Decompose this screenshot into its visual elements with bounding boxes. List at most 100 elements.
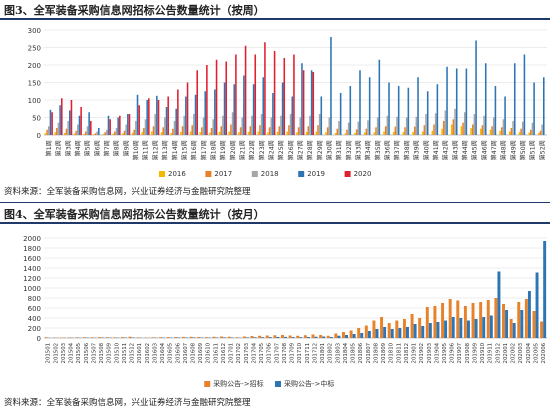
bar-2019: [127, 114, 129, 135]
bar-2017: [481, 125, 484, 135]
x-tick-label: 201908: [465, 342, 471, 363]
x-tick-label: 201602: [145, 343, 151, 364]
bar-采购公告->招标: [197, 337, 201, 338]
x-tick-label: 201511: [122, 343, 128, 364]
bar-2019: [436, 84, 439, 135]
bar-采购公告->招标: [372, 320, 376, 338]
bar-2016: [247, 131, 250, 135]
bar-2017: [365, 128, 368, 135]
x-tick-label: 第26周: [287, 140, 295, 160]
bar-采购公告->招标: [296, 335, 300, 338]
legend-label: 2020: [354, 170, 372, 178]
bar-2018: [512, 121, 514, 135]
bar-2017: [491, 126, 493, 135]
bar-2020: [138, 105, 140, 135]
bar-2020: [206, 65, 208, 135]
bar-2016: [479, 128, 482, 135]
bar-采购公告->中标: [451, 317, 455, 338]
bar-2016: [73, 133, 76, 135]
bar-2017: [114, 131, 116, 135]
bar-2018: [521, 121, 524, 135]
bar-2018: [212, 119, 215, 135]
bar-2016: [180, 131, 182, 135]
bar-2016: [151, 131, 153, 135]
bar-2019: [98, 128, 100, 135]
bar-2016: [209, 132, 211, 135]
bar-2017: [94, 133, 97, 135]
bar-采购公告->中标: [421, 326, 425, 338]
x-tick-label: 第20周: [229, 140, 237, 160]
bar-2018: [289, 114, 292, 135]
x-tick-label: 201809: [381, 342, 387, 363]
bar-2019: [349, 86, 352, 135]
x-tick-label: 201702: [236, 343, 242, 364]
bar-2019: [523, 54, 526, 135]
y-tick-label: 600: [28, 305, 41, 313]
bar-2019: [175, 108, 177, 135]
bar-2017: [346, 129, 348, 135]
x-tick-label: 201703: [244, 343, 250, 364]
x-tick-label: 201810: [389, 342, 395, 363]
bar-2019: [417, 77, 419, 135]
bar-2018: [492, 117, 495, 135]
x-tick-label: 201605: [168, 343, 174, 364]
bar-采购公告->招标: [463, 306, 467, 338]
bar-采购公告->招标: [479, 302, 483, 338]
bar-2020: [254, 54, 257, 135]
monthly-chart: 0 200 400 600 800 1000 1200 1400 1600 1800 2000 201…: [0, 226, 550, 392]
x-tick-label: 201601: [137, 343, 143, 364]
bar-2020: [157, 100, 160, 135]
bar-采购公告->招标: [311, 334, 315, 338]
bar-采购公告->招标: [494, 298, 498, 338]
bar-2019: [233, 84, 236, 135]
bar-采购公告->招标: [67, 337, 71, 338]
x-tick-label: 201706: [267, 342, 273, 363]
bar-2017: [201, 127, 203, 135]
bar-2017: [191, 125, 193, 135]
y-tick-label: 1800: [23, 245, 41, 253]
bar-2016: [315, 131, 318, 135]
bar-2018: [541, 124, 543, 135]
bar-2016: [383, 131, 385, 135]
bar-采购公告->中标: [314, 336, 318, 338]
bar-2016: [373, 132, 376, 135]
bar-2016: [470, 128, 472, 135]
bar-2019: [330, 37, 332, 135]
bar-2020: [215, 59, 218, 135]
x-tick-label: 201506: [84, 342, 90, 363]
bar-采购公告->招标: [281, 335, 284, 338]
bar-2016: [450, 124, 453, 135]
bar-2018: [483, 115, 485, 135]
x-tick-label: 201909: [472, 342, 478, 363]
bar-2017: [65, 128, 68, 135]
x-tick-label: 第25周: [277, 140, 285, 160]
x-tick-label: 第33周: [355, 140, 363, 160]
bar-采购公告->招标: [227, 336, 231, 338]
y-tick-label: 50: [32, 115, 41, 123]
bar-2019: [543, 77, 545, 135]
bar-采购公告->中标: [367, 331, 371, 338]
bar-2019: [475, 40, 477, 135]
bar-采购公告->中标: [535, 272, 539, 338]
bar-2017: [75, 130, 77, 135]
x-tick-label: 202002: [511, 343, 517, 364]
bar-2019: [146, 100, 148, 135]
x-tick-label: 201512: [130, 343, 136, 364]
bar-2016: [141, 132, 143, 135]
bar-采购公告->中标: [223, 337, 227, 338]
x-tick-label: 201903: [427, 343, 433, 364]
bar-2017: [249, 126, 252, 135]
bar-2018: [415, 116, 418, 135]
bar-采购公告->中标: [413, 324, 417, 338]
y-tick-label: 200: [28, 62, 41, 70]
bar-采购公告->中标: [245, 337, 249, 338]
bar-2019: [513, 63, 516, 135]
legend-swatch: [298, 171, 305, 177]
x-tick-label: 第2周: [55, 140, 63, 156]
x-tick-label: 201603: [152, 343, 158, 364]
bar-2020: [51, 112, 53, 135]
x-tick-label: 第15周: [180, 140, 188, 160]
bar-2019: [378, 59, 381, 135]
bar-采购公告->招标: [174, 337, 178, 338]
bar-采购公告->招标: [189, 336, 193, 338]
